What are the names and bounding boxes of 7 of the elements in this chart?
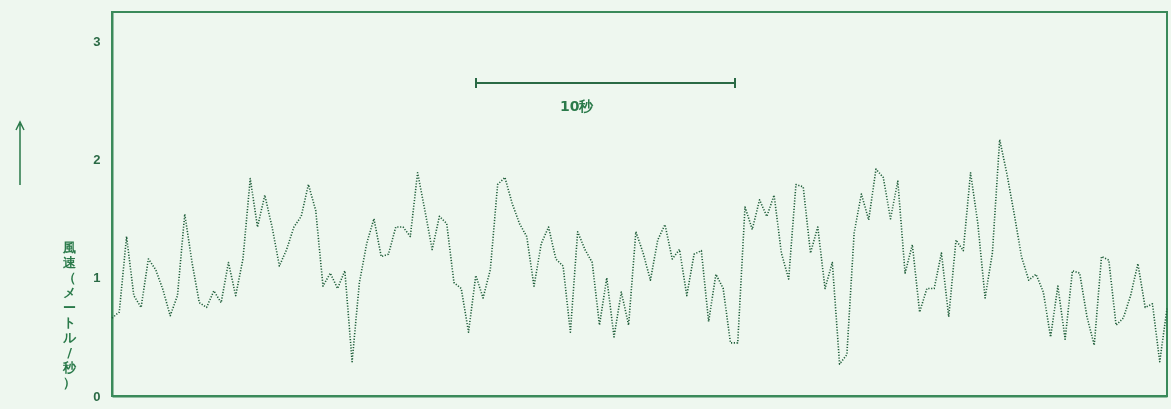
y-tick-label: 0 bbox=[93, 388, 101, 404]
y-tick-label: 1 bbox=[93, 270, 101, 286]
line-series bbox=[111, 138, 1168, 365]
text: 風速（メートル/秒） bbox=[63, 239, 76, 390]
annotation: 10秒 bbox=[560, 98, 594, 116]
y-tick-label: 2 bbox=[93, 152, 101, 168]
y-tick-label: 3 bbox=[93, 34, 101, 50]
